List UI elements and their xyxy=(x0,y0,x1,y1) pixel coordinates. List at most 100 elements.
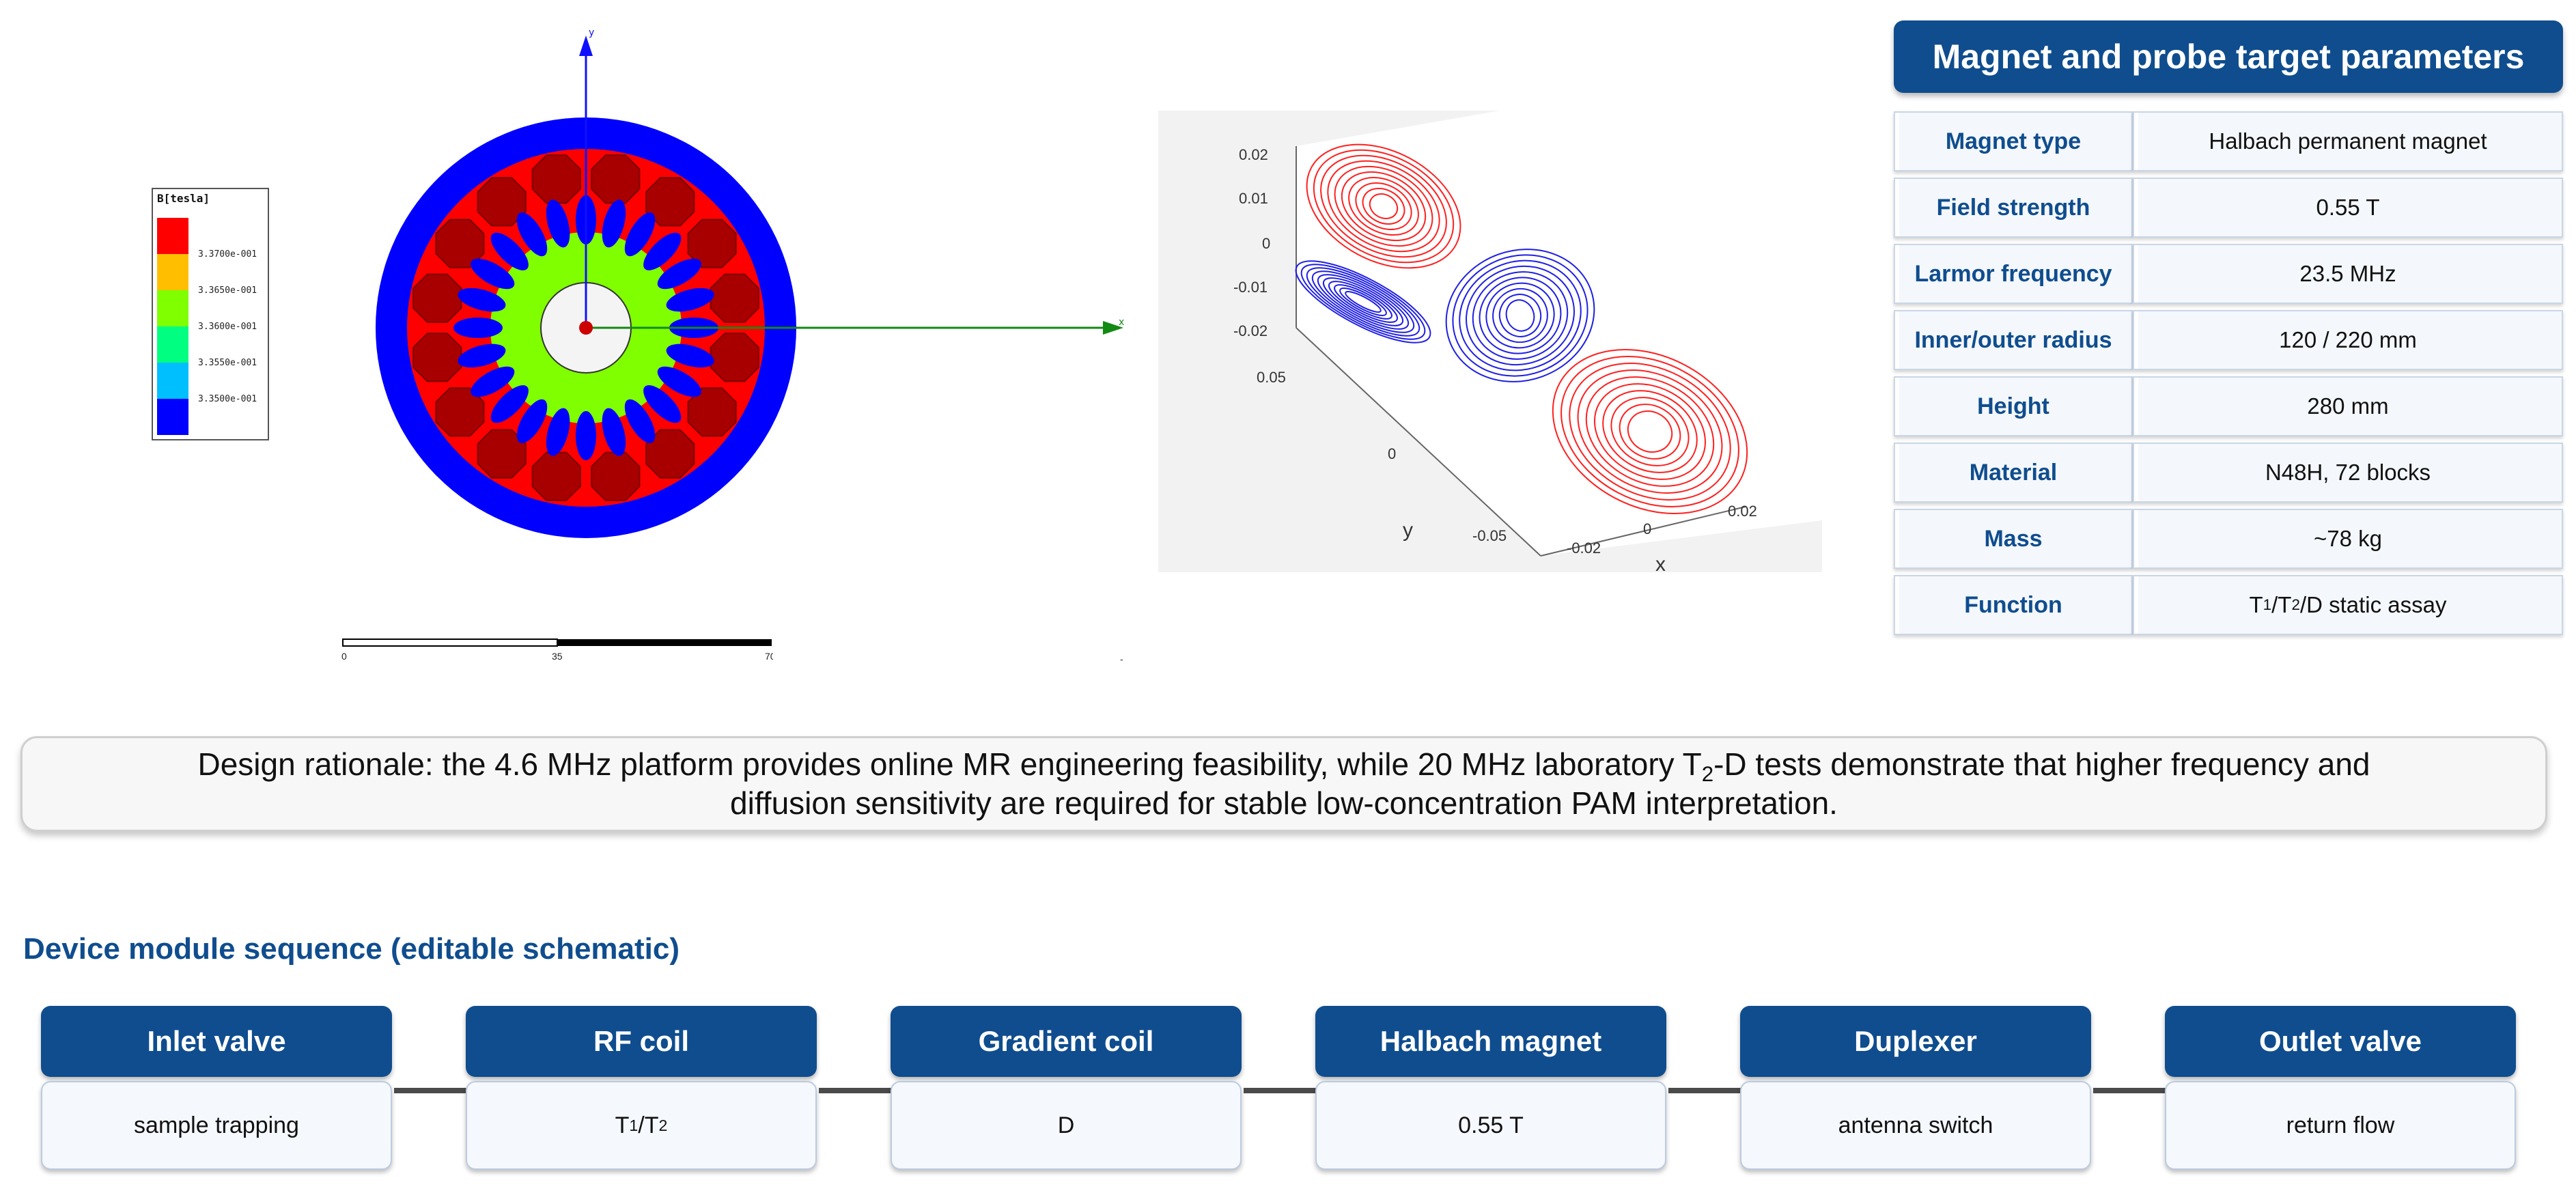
magnet-block xyxy=(645,177,695,227)
param-row-height: Height 280 mm xyxy=(1894,376,2563,436)
field-line-red xyxy=(1602,390,1698,473)
y-tick-2: 0 xyxy=(1388,445,1397,462)
x-tick-1: -0.02 xyxy=(1567,539,1601,557)
field-line-blue xyxy=(1317,274,1410,330)
legend-swatch-1 xyxy=(157,218,188,254)
module-detail: antenna switch xyxy=(1740,1081,2091,1170)
module-name: Outlet valve xyxy=(2165,1006,2516,1077)
flux-pocket xyxy=(602,408,626,456)
param-label: Magnet type xyxy=(1894,111,2133,171)
field-line-red xyxy=(1334,165,1433,247)
legend-swatch-3 xyxy=(157,290,188,326)
magnet-block xyxy=(531,154,581,204)
magnet-block xyxy=(591,451,641,501)
module-name: Halbach magnet xyxy=(1315,1006,1666,1077)
legend-label-3: 3.3600e-001 xyxy=(198,322,257,332)
legend-label-2: 3.3650e-001 xyxy=(198,285,257,296)
field-line-red xyxy=(1348,176,1419,236)
flux-pocket xyxy=(458,287,506,312)
module-connector-2 xyxy=(819,1088,892,1093)
x-axis-name: x xyxy=(1655,553,1666,576)
legend-swatch-2 xyxy=(157,254,188,290)
module-name: Gradient coil xyxy=(891,1006,1242,1077)
z-tick-4: -0.01 xyxy=(1233,279,1268,296)
flux-pocket xyxy=(624,212,656,257)
module-gradient-coil: Gradient coil D xyxy=(891,1006,1242,1173)
param-row-magnet-type: Magnet type Halbach permanent magnet xyxy=(1894,111,2563,171)
rationale-line1-pre: Design rationale: the 4.6 MHz platform p… xyxy=(197,746,1702,782)
param-value: T 1/T 2/D static assay xyxy=(2133,575,2563,635)
negative-field-lines xyxy=(1295,249,1595,382)
module-detail: return flow xyxy=(2165,1081,2516,1170)
param-label: Function xyxy=(1894,575,2133,635)
field-line-plot: 0.02 0.01 0 -0.01 -0.02 0.05 0 -0.05 y -… xyxy=(1158,111,1822,576)
positive-field-lines xyxy=(1306,143,1748,514)
field-line-blue xyxy=(1300,264,1426,340)
module-inlet-valve: Inlet valve sample trapping xyxy=(41,1006,392,1173)
legend-swatch-5 xyxy=(157,363,188,399)
flux-pocket xyxy=(471,258,515,290)
param-label: Larmor frequency xyxy=(1894,244,2133,304)
param-value: 0.55 T xyxy=(2133,178,2563,238)
param-value: Halbach permanent magnet xyxy=(2133,111,2563,171)
magnet-block xyxy=(531,451,581,501)
param-value: 23.5 MHz xyxy=(2133,244,2563,304)
scale-bar: 0 35 70 (mm) xyxy=(341,638,773,662)
flux-pocket xyxy=(576,411,596,460)
flux-pocket xyxy=(643,385,682,423)
field-line-red xyxy=(1362,188,1405,225)
params-table-title: Magnet and probe target parameters xyxy=(1894,20,2563,93)
param-label: Field strength xyxy=(1894,178,2133,238)
magnet-block xyxy=(412,333,462,382)
scale-bar-white xyxy=(342,638,558,647)
module-detail: 0.55 T xyxy=(1315,1081,1666,1170)
module-name: Inlet valve xyxy=(41,1006,392,1077)
field-line-red xyxy=(1327,160,1440,253)
magnet-block xyxy=(591,154,641,204)
field-line-blue xyxy=(1334,284,1392,320)
rationale-line1-post: -D tests demonstrate that higher frequen… xyxy=(1713,746,2370,782)
origin-marker xyxy=(579,321,593,335)
z-tick-1: 0.02 xyxy=(1239,146,1268,163)
field-line-blue xyxy=(1345,291,1382,313)
field-line-blue xyxy=(1505,299,1535,332)
design-rationale-box: Design rationale: the 4.6 MHz platform p… xyxy=(20,736,2547,832)
param-row-material: Material N48H, 72 blocks xyxy=(1894,443,2563,503)
y-tick-1: 0.05 xyxy=(1257,369,1286,386)
magnet-block xyxy=(710,333,759,382)
scale-tick-0: 0 xyxy=(341,651,347,662)
y-tick-3: -0.05 xyxy=(1472,527,1507,544)
field-line-red xyxy=(1552,349,1748,514)
z-tick-3: 0 xyxy=(1262,235,1271,252)
flux-pocket xyxy=(666,343,714,368)
field-line-blue xyxy=(1465,265,1576,366)
x-axis-arrow xyxy=(1103,321,1123,335)
flux-pocket xyxy=(471,366,515,397)
scale-tick-70: 70 (mm) xyxy=(765,651,773,662)
z-tick-5: -0.02 xyxy=(1233,322,1268,339)
module-detail: sample trapping xyxy=(41,1081,392,1170)
module-halbach-magnet: Halbach magnet 0.55 T xyxy=(1315,1006,1666,1173)
x-tick-2: 0 xyxy=(1643,520,1652,537)
field-line-blue xyxy=(1485,282,1555,349)
magnet-block xyxy=(477,177,527,227)
param-label: Inner/outer radius xyxy=(1894,310,2133,370)
flux-pocket xyxy=(666,287,714,312)
flux-pocket xyxy=(516,399,548,443)
field-line-blue xyxy=(1445,249,1595,382)
x-axis-label: x xyxy=(1119,317,1124,328)
field-line-red xyxy=(1369,193,1399,219)
param-row-mass: Mass ~78 kg xyxy=(1894,509,2563,569)
stray-dot: - xyxy=(1120,654,1123,664)
field-line-blue xyxy=(1322,277,1404,326)
flux-pocket xyxy=(657,366,701,397)
design-rationale-text: Design rationale: the 4.6 MHz platform p… xyxy=(197,745,2370,823)
legend-swatch-4 xyxy=(157,326,188,363)
module-name: Duplexer xyxy=(1740,1006,2091,1077)
field-line-blue xyxy=(1459,259,1582,371)
param-label: Height xyxy=(1894,376,2133,436)
y-axis-label: y xyxy=(589,27,594,38)
field-line-canvas xyxy=(1295,111,1822,557)
module-name: RF coil xyxy=(466,1006,817,1077)
field-line-red xyxy=(1341,171,1427,242)
